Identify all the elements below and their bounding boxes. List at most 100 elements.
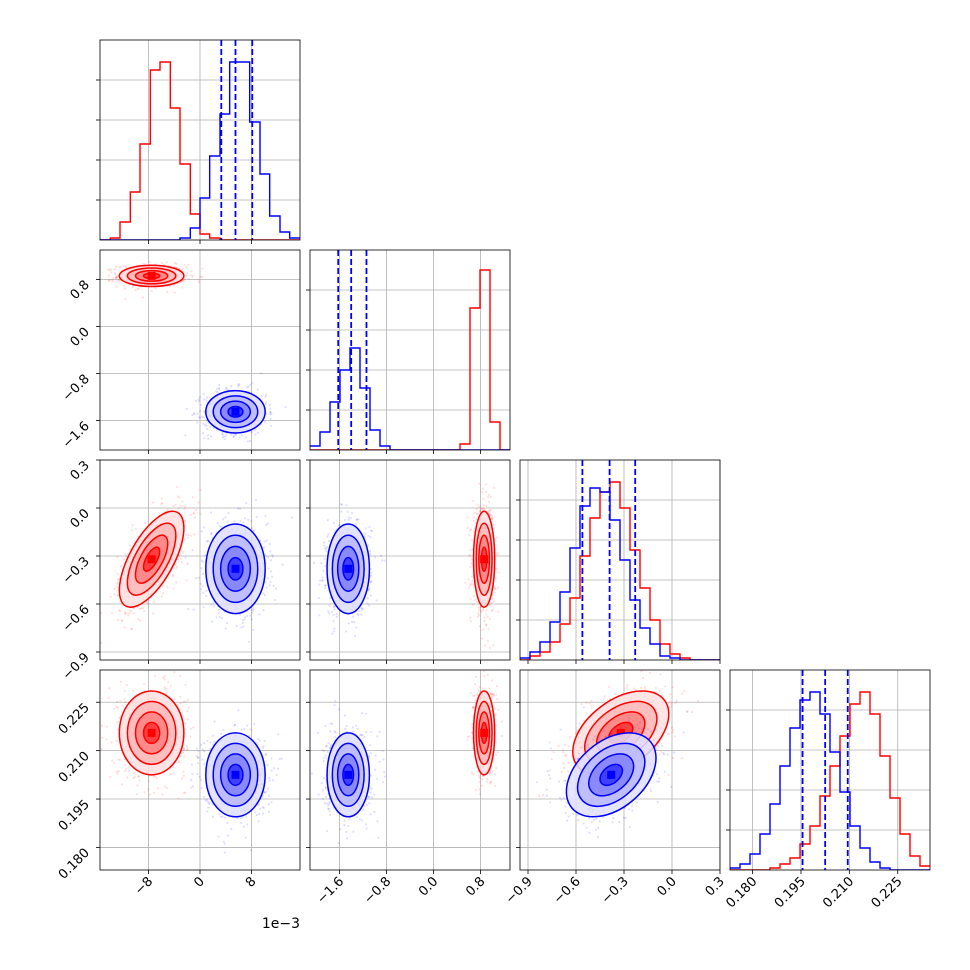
scatter-point bbox=[201, 585, 204, 588]
scatter-point bbox=[177, 558, 180, 561]
scatter-point bbox=[347, 518, 350, 521]
histogram-panel-4 bbox=[726, 669, 931, 874]
scatter-point bbox=[120, 619, 124, 622]
scatter-point bbox=[360, 607, 363, 610]
scatter-point bbox=[244, 436, 247, 439]
scatter-point bbox=[478, 609, 481, 612]
scatter-point bbox=[111, 280, 115, 283]
scatter-point bbox=[491, 517, 494, 520]
scatter-point bbox=[284, 405, 287, 409]
scatter-point bbox=[487, 510, 490, 513]
scatter-point bbox=[181, 500, 184, 503]
scatter-point bbox=[137, 287, 140, 290]
scatter-point bbox=[248, 640, 251, 643]
scatter-point bbox=[119, 265, 122, 268]
scatter-point bbox=[192, 608, 195, 611]
scatter-point bbox=[206, 540, 209, 543]
scatter-point bbox=[356, 612, 359, 615]
scatter-point bbox=[488, 512, 491, 516]
scatter-point bbox=[483, 619, 486, 623]
scatter-point bbox=[122, 264, 125, 268]
scatter-point bbox=[479, 507, 483, 510]
scatter-point bbox=[482, 497, 485, 500]
scatter-point bbox=[332, 605, 335, 608]
scatter-point bbox=[202, 526, 205, 529]
scatter-point bbox=[82, 272, 84, 274]
scatter-point bbox=[363, 535, 366, 538]
scatter-point bbox=[492, 524, 495, 527]
scatter-point bbox=[264, 393, 268, 396]
scatter-point bbox=[192, 412, 195, 415]
density-peak bbox=[231, 564, 240, 573]
scatter-panel-4-1 bbox=[96, 669, 301, 874]
scatter-point bbox=[124, 298, 127, 301]
scatter-point bbox=[210, 532, 213, 535]
scatter-point bbox=[490, 610, 493, 613]
scatter-point bbox=[274, 587, 278, 590]
scatter-point bbox=[481, 507, 484, 510]
scatter-point bbox=[164, 688, 167, 691]
scatter-point bbox=[197, 281, 201, 284]
scatter-point bbox=[483, 616, 486, 619]
scatter-point bbox=[199, 409, 202, 413]
histogram-red bbox=[520, 481, 720, 660]
scatter-point bbox=[200, 567, 203, 570]
scatter-point bbox=[186, 698, 190, 702]
scatter-point bbox=[484, 644, 487, 647]
contour-line bbox=[126, 522, 177, 596]
density-red bbox=[118, 510, 185, 608]
scatter-point bbox=[232, 435, 235, 439]
scatter-point bbox=[221, 436, 224, 439]
scatter-point bbox=[141, 607, 145, 610]
scatter-point bbox=[477, 606, 481, 609]
scatter-point bbox=[218, 525, 221, 528]
scatter-point bbox=[323, 586, 327, 590]
scatter-point bbox=[124, 769, 127, 773]
scatter-point bbox=[136, 287, 139, 290]
scatter-point bbox=[183, 538, 186, 541]
scatter-point bbox=[239, 520, 242, 523]
scatter-point bbox=[472, 519, 475, 523]
scatter-point bbox=[368, 587, 371, 590]
scatter-point bbox=[486, 639, 489, 642]
scatter-point bbox=[488, 646, 491, 649]
scatter-point bbox=[331, 632, 334, 635]
scatter-point bbox=[478, 482, 481, 485]
scatter-point bbox=[183, 278, 186, 281]
scatter-point bbox=[250, 519, 253, 522]
scatter-point bbox=[469, 584, 472, 587]
scatter-point bbox=[124, 265, 128, 268]
scatter-point bbox=[344, 630, 348, 633]
scatter-point bbox=[368, 604, 371, 607]
scatter-point bbox=[237, 383, 241, 387]
scatter-point bbox=[369, 529, 373, 532]
scatter-point bbox=[488, 509, 492, 512]
scatter-point bbox=[318, 614, 321, 617]
scatter-point bbox=[479, 609, 483, 612]
scatter-point bbox=[352, 615, 355, 618]
scatter-point bbox=[256, 431, 259, 434]
scatter-point bbox=[105, 738, 108, 741]
scatter-point bbox=[483, 508, 486, 511]
scatter-point bbox=[175, 485, 179, 488]
scatter-point bbox=[491, 597, 495, 600]
scatter-point bbox=[182, 755, 186, 758]
scatter-point bbox=[117, 769, 120, 773]
scatter-point bbox=[476, 512, 479, 515]
scatter-point bbox=[244, 616, 247, 619]
scatter-point bbox=[481, 490, 484, 494]
scatter-point bbox=[199, 416, 202, 420]
scatter-point bbox=[110, 741, 113, 744]
scatter-point bbox=[220, 525, 223, 528]
scatter-point bbox=[271, 553, 274, 557]
scatter-point bbox=[205, 424, 208, 427]
scatter-point bbox=[353, 620, 356, 624]
scatter-point bbox=[111, 612, 114, 615]
scatter-point bbox=[100, 641, 103, 645]
scatter-point bbox=[253, 528, 256, 532]
contour-line bbox=[219, 400, 252, 424]
scatter-point bbox=[366, 602, 369, 605]
scatter-point bbox=[191, 549, 194, 552]
scatter-point bbox=[205, 399, 208, 402]
scatter-point bbox=[323, 557, 326, 560]
